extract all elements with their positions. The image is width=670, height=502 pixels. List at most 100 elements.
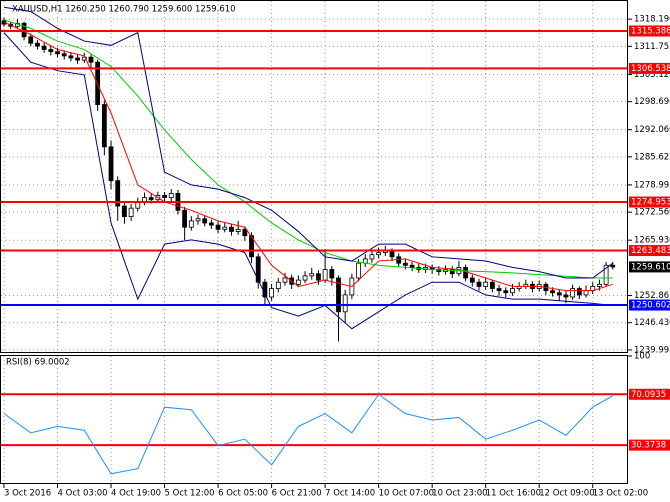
candle-body bbox=[81, 56, 87, 61]
level-label-box bbox=[629, 439, 670, 451]
y-tick-label: 1272.560 bbox=[634, 208, 670, 218]
x-tick-label: 4 Oct 03:00 bbox=[58, 489, 108, 499]
candle-body bbox=[369, 254, 375, 260]
level-label-box bbox=[629, 245, 670, 257]
candle-body bbox=[115, 180, 121, 207]
y-tick-label: 1278.995 bbox=[634, 180, 670, 190]
candle-body bbox=[269, 288, 275, 298]
candle-body bbox=[409, 264, 415, 268]
x-tick-label: 10 Oct 23:00 bbox=[432, 489, 487, 499]
candle-body bbox=[182, 209, 188, 228]
candle-body bbox=[128, 207, 134, 218]
candle-body bbox=[75, 57, 80, 61]
candle-body bbox=[503, 290, 509, 294]
candle-body bbox=[550, 290, 555, 294]
candle-body bbox=[282, 277, 288, 283]
candle-body bbox=[55, 51, 60, 55]
candle-body bbox=[356, 262, 361, 279]
candle-body bbox=[68, 55, 74, 59]
candle-body bbox=[202, 218, 208, 224]
last-price-label: 1259.610 bbox=[631, 262, 670, 272]
candle-body bbox=[222, 226, 228, 230]
candle-body bbox=[35, 42, 40, 47]
candle-body bbox=[275, 281, 281, 289]
x-tick-label: 11 Oct 16:00 bbox=[486, 489, 541, 499]
candle-body bbox=[168, 192, 174, 198]
candle-body bbox=[483, 281, 489, 287]
y-tick-label: 1285.625 bbox=[634, 152, 670, 162]
candle-body bbox=[208, 222, 214, 226]
level-label: 1250.602 bbox=[631, 301, 670, 311]
candle-body bbox=[376, 252, 382, 256]
level-label: 70.0935 bbox=[631, 390, 666, 400]
level-label: 1306.538 bbox=[631, 64, 670, 74]
candle-body bbox=[122, 205, 127, 218]
candle-body bbox=[603, 264, 609, 285]
candle-body bbox=[336, 277, 341, 313]
candle-body bbox=[28, 36, 34, 44]
y-tick-label: 1298.690 bbox=[634, 97, 670, 107]
x-tick-label: 12 Oct 09:00 bbox=[539, 489, 594, 499]
candle-body bbox=[563, 294, 569, 298]
candle-body bbox=[162, 195, 167, 198]
x-tick-label: 3 Oct 2016 bbox=[4, 489, 51, 499]
y-tick-label: 100 bbox=[634, 352, 650, 362]
candle-body bbox=[570, 288, 576, 298]
level-label-box bbox=[629, 25, 670, 37]
candle-body bbox=[188, 220, 194, 228]
candle-body bbox=[302, 275, 308, 281]
x-tick-label: 7 Oct 14:00 bbox=[325, 489, 375, 499]
price-panel bbox=[0, 0, 628, 353]
x-tick-label: 13 Oct 02:00 bbox=[593, 489, 648, 499]
candle-body bbox=[476, 281, 482, 287]
candle-body bbox=[610, 264, 616, 268]
x-tick-label: 6 Oct 21:00 bbox=[272, 489, 322, 499]
y-tick-label: 1305.125 bbox=[634, 70, 670, 80]
candle-body bbox=[88, 56, 94, 63]
candle-body bbox=[463, 266, 469, 279]
candle-body bbox=[235, 228, 241, 232]
candle-body bbox=[249, 235, 254, 258]
candle-body bbox=[309, 273, 315, 277]
rsi-panel bbox=[0, 355, 628, 484]
x-tick-label: 10 Oct 07:00 bbox=[379, 489, 434, 499]
level-label-box bbox=[629, 196, 670, 208]
x-tick-label: 5 Oct 12:00 bbox=[165, 489, 215, 499]
indicator-line bbox=[3, 32, 613, 330]
y-tick-label: 1246.430 bbox=[634, 318, 670, 328]
y-tick-label: 1265.930 bbox=[634, 236, 670, 246]
header: XAUUSD,H1 1260.250 1260.790 1259.600 125… bbox=[12, 5, 236, 15]
y-tick-label: 1311.755 bbox=[634, 42, 670, 52]
candle-body bbox=[108, 146, 114, 182]
indicator-line bbox=[3, 21, 613, 292]
candle-body bbox=[195, 218, 201, 222]
y-tick-label: 1318.190 bbox=[634, 15, 670, 25]
candle-body bbox=[295, 279, 301, 285]
indicator-line bbox=[3, 6, 614, 279]
candle-body bbox=[61, 53, 67, 57]
level-label-box bbox=[629, 62, 670, 74]
candle-body bbox=[449, 269, 455, 275]
last-price-box bbox=[629, 261, 670, 273]
candle-body bbox=[242, 228, 248, 237]
indicator-line bbox=[3, 19, 613, 279]
candle-body bbox=[148, 197, 154, 201]
level-label: 1315.386 bbox=[631, 26, 670, 36]
x-tick-label: 6 Oct 05:00 bbox=[218, 489, 268, 499]
candle-body bbox=[576, 288, 582, 296]
level-label: 1274.953 bbox=[631, 198, 670, 208]
candle-body bbox=[583, 290, 589, 296]
candle-body bbox=[316, 273, 321, 281]
candle-body bbox=[215, 224, 221, 230]
rsi-title: RSI(8) 69.0002 bbox=[6, 358, 70, 368]
candle-body bbox=[489, 281, 495, 289]
candle-body bbox=[41, 45, 47, 50]
level-label-box bbox=[629, 299, 670, 311]
candle-body bbox=[101, 104, 107, 148]
y-tick-label: 1292.060 bbox=[634, 125, 670, 135]
candle-body bbox=[229, 226, 234, 232]
candle-body bbox=[329, 269, 335, 279]
level-label: 30.3738 bbox=[631, 441, 666, 451]
